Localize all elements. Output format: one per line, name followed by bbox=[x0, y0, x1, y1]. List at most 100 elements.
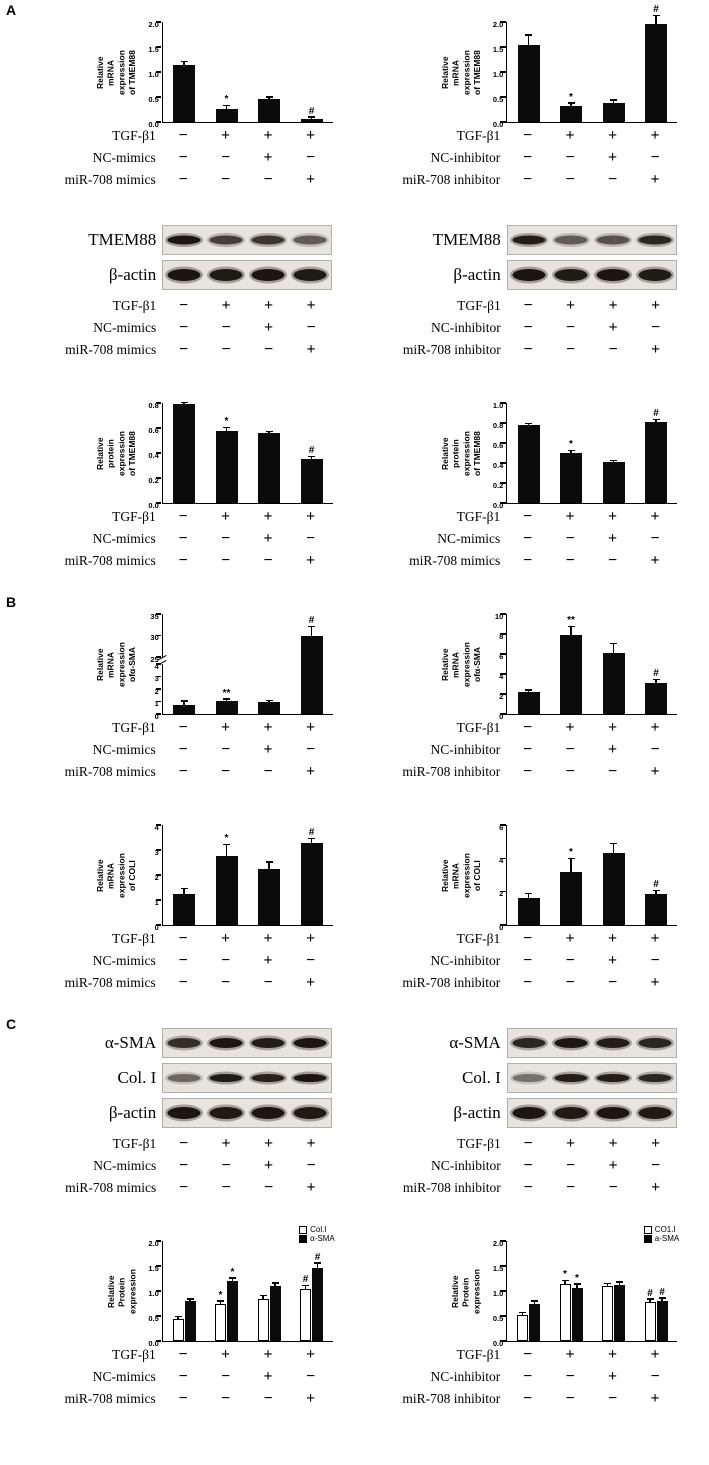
legend: Col.I α-SMA bbox=[299, 1226, 335, 1244]
panel-label: A bbox=[6, 2, 17, 18]
blot-image bbox=[506, 1098, 677, 1128]
significance-mark: # bbox=[302, 1274, 309, 1285]
treatment-sign: − bbox=[178, 974, 188, 991]
blot-bands bbox=[509, 233, 674, 247]
significance-mark: ** bbox=[567, 615, 575, 626]
legend-swatch bbox=[299, 1226, 308, 1234]
legend-label: Col.I bbox=[310, 1225, 327, 1234]
treatment-label: miR-708 mimics bbox=[64, 764, 156, 779]
treatment-sign: + bbox=[305, 763, 316, 780]
y-tick-label: 0.4 bbox=[492, 460, 504, 470]
treatment-signs: − − − + bbox=[506, 553, 676, 569]
y-tick-label: 1.5 bbox=[492, 1263, 504, 1273]
error-bar-cap bbox=[567, 625, 575, 627]
y-axis-title: Relative Protein expression bbox=[450, 1269, 482, 1315]
significance-mark: # bbox=[647, 1287, 653, 1299]
treatment-sign: − bbox=[221, 319, 231, 336]
bar bbox=[300, 635, 323, 714]
y-tick-label: 0 bbox=[154, 922, 159, 932]
treatment-sign: − bbox=[650, 530, 660, 547]
blot-image bbox=[162, 1063, 333, 1093]
y-tick bbox=[155, 634, 162, 637]
treatment-sign: − bbox=[263, 1390, 273, 1407]
blot-image bbox=[506, 260, 677, 290]
treatment-row: miR-708 mimics − − − + bbox=[52, 761, 333, 783]
treatment-sign: − bbox=[221, 341, 231, 358]
treatment-sign: − bbox=[650, 1157, 661, 1174]
y-axis-gutter: Relative Protein expression 0.0 0.5 1.0 1.5 2… bbox=[396, 1239, 506, 1346]
y-tick-label: 4 bbox=[499, 855, 504, 865]
error-bar bbox=[183, 62, 185, 65]
error-bar bbox=[649, 1299, 651, 1302]
treatment-signs: − − + − bbox=[506, 531, 676, 547]
treatment-row: NC-inhibitor − − + − bbox=[396, 950, 677, 972]
figure-cell: α-SMA Col. I β-actin TGF-β1 − + + + NC-mimics − − +… bbox=[20, 1020, 365, 1199]
y-tick bbox=[500, 1290, 506, 1292]
y-tick-label: 1.0 bbox=[492, 400, 504, 410]
error-bar-cap bbox=[308, 455, 315, 457]
error-bar bbox=[606, 1284, 609, 1286]
treatment-signs: − − + − bbox=[162, 1369, 332, 1385]
treatment-sign: + bbox=[263, 1346, 273, 1363]
bar-chart: Relative mRNA expression ofα-SMA 0 1 2 3 4 25 30… bbox=[52, 598, 333, 783]
treatment-sign: + bbox=[263, 297, 274, 314]
treatment-signs: − + + + bbox=[506, 720, 676, 736]
treatment-sign: − bbox=[650, 319, 661, 336]
figure-cell: TMEM88 β-actin TGF-β1− + + + NC-mimics − − + − miR-… bbox=[20, 217, 365, 361]
error-bar bbox=[661, 1298, 663, 1301]
y-tick bbox=[155, 427, 162, 429]
treatment-label: TGF-β1 bbox=[112, 1136, 157, 1151]
treatment-row: miR-708 inhibitor − − − + bbox=[397, 339, 677, 361]
y-tick bbox=[500, 121, 506, 123]
y-tick-label: 1.5 bbox=[148, 1263, 159, 1273]
treatment-label: NC-inhibitor bbox=[431, 320, 501, 335]
treatment-sign: − bbox=[565, 149, 575, 166]
y-tick-label: 0.5 bbox=[148, 94, 159, 104]
treatment-signs: − − − + bbox=[506, 172, 676, 188]
y-tick bbox=[155, 1315, 162, 1317]
treatment-sign: + bbox=[607, 719, 618, 736]
y-tick-label: 2 bbox=[499, 691, 504, 701]
blot-row: TMEM88 bbox=[397, 225, 677, 255]
chart-area: Col.I α-SMA Relative Protein expression 0.0… bbox=[52, 1226, 335, 1347]
treatment-sign: + bbox=[263, 1135, 274, 1152]
y-tick-label: 35 bbox=[150, 611, 159, 621]
significance-mark: * bbox=[218, 1289, 223, 1301]
treatment-sign: + bbox=[607, 930, 618, 947]
treatment-signs: − − − + bbox=[162, 975, 332, 991]
y-tick bbox=[155, 874, 162, 876]
treatment-sign: − bbox=[565, 1179, 576, 1196]
treatment-row: miR-708 mimics − − − + bbox=[52, 1177, 332, 1199]
error-bar-cap bbox=[314, 1262, 321, 1264]
bar bbox=[602, 462, 625, 503]
blot-bands bbox=[509, 1071, 674, 1085]
legend-swatch bbox=[299, 1235, 308, 1243]
treatment-label: NC-mimics bbox=[92, 1369, 156, 1384]
treatment-sign: + bbox=[608, 297, 618, 314]
treatment-sign: + bbox=[221, 297, 231, 314]
error-bar bbox=[310, 838, 313, 843]
treatment-sign: − bbox=[178, 1346, 188, 1363]
error-bar bbox=[655, 680, 657, 683]
treatment-sign: + bbox=[650, 1179, 661, 1196]
legend-label: a-SMA bbox=[654, 1234, 680, 1243]
error-bar bbox=[570, 627, 572, 635]
figure-cell: CO1.I a-SMA Relative Protein expression 0.0… bbox=[365, 1225, 709, 1410]
blot-bands bbox=[165, 1071, 330, 1085]
legend-item: CO1.I bbox=[643, 1226, 679, 1234]
treatment-sign: + bbox=[650, 1135, 661, 1152]
significance-mark: * bbox=[569, 439, 573, 450]
bar bbox=[560, 105, 582, 122]
treatment-row: NC-inhibitor − − + − bbox=[397, 1155, 677, 1177]
y-tick-label: 1.5 bbox=[148, 44, 159, 54]
plot-area: * # bbox=[500, 402, 678, 504]
y-tick bbox=[155, 1240, 162, 1242]
treatment-signs: − − − + bbox=[162, 764, 332, 780]
treatment-signs: − − − + bbox=[162, 172, 332, 188]
treatment-signs: − + + + bbox=[507, 1136, 677, 1152]
error-bar bbox=[655, 420, 657, 422]
figure-cell: TMEM88 β-actin TGF-β1− + + + NC-inhibitor − − + − m… bbox=[365, 217, 709, 361]
figure-row: Relative mRNA expression of TMEM88 0.0 0.5 1… bbox=[20, 5, 709, 191]
treatment-sign: + bbox=[306, 297, 316, 314]
error-bar-cap bbox=[265, 861, 273, 863]
